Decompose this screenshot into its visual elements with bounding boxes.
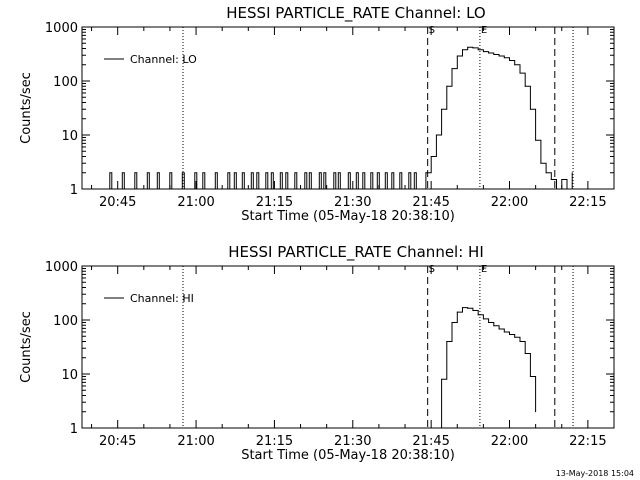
data-point	[482, 318, 484, 320]
data-point	[524, 353, 526, 354]
x-tick-label: 22:00	[491, 434, 528, 449]
x-tick-label: 21:45	[412, 434, 449, 449]
x-tick-label: 21:15	[256, 434, 293, 449]
data-point	[467, 46, 469, 48]
x-tick-label: 21:15	[256, 195, 293, 210]
chart-title: HESSI PARTICLE_RATE Channel: LO	[226, 4, 485, 23]
data-point	[441, 378, 443, 380]
x-tick-label: 21:30	[334, 434, 371, 449]
panel-hi: HESSI PARTICLE_RATE Channel: HI 1 10 100 100…	[19, 243, 615, 463]
y-tick-label: 1	[70, 183, 78, 198]
data-point	[524, 85, 526, 87]
data-point	[488, 322, 490, 323]
data-point	[477, 49, 479, 51]
data-point	[420, 188, 422, 190]
data-point	[561, 179, 563, 180]
plot-frame	[81, 26, 615, 190]
data-point	[540, 162, 542, 164]
data-point	[477, 314, 479, 316]
data-point	[514, 64, 516, 66]
data-point	[509, 334, 510, 335]
data-point	[571, 172, 573, 174]
y-tick-label: 1000	[45, 21, 78, 36]
data-point	[545, 172, 547, 174]
data-point	[435, 134, 437, 136]
data-point	[493, 325, 495, 327]
panel-lo: HESSI PARTICLE_RATE Channel: LO 1 10 100 100…	[19, 4, 615, 224]
legend-label: Channel: LO	[130, 53, 197, 66]
y-tick-label: 10	[61, 129, 78, 144]
data-point	[441, 108, 443, 110]
marker-label: S	[429, 25, 435, 36]
y-axis-label: Counts/sec	[19, 311, 34, 383]
data-point	[451, 322, 453, 323]
chart-title: HESSI PARTICLE_RATE Channel: HI	[228, 243, 484, 262]
data-point	[482, 51, 484, 53]
x-tick-label: 21:45	[412, 195, 449, 210]
data-point	[435, 427, 437, 429]
y-axis-label: Counts/sec	[19, 72, 34, 144]
x-tick-label: 21:00	[177, 195, 214, 210]
x-tick-label: 22:00	[491, 195, 528, 210]
data-point	[425, 172, 427, 174]
plot-frame	[81, 265, 615, 429]
data-point	[498, 328, 500, 330]
x-tick-label: 20:45	[99, 195, 136, 210]
x-tick-label: 21:30	[334, 195, 371, 210]
data-point	[467, 307, 469, 309]
data-point	[462, 49, 463, 51]
x-tick-label: 20:45	[99, 434, 136, 449]
data-point	[456, 55, 458, 57]
data-point	[446, 85, 448, 87]
y-tick-label: 100	[53, 75, 78, 90]
data-point	[566, 188, 568, 190]
data-point	[535, 139, 537, 141]
data-point	[472, 47, 474, 49]
y-tick-label: 1	[70, 422, 78, 437]
data-point	[498, 55, 500, 57]
data-point	[519, 341, 521, 342]
data-point	[503, 331, 505, 333]
legend-label: Channel: HI	[130, 292, 194, 305]
footer-timestamp: 13-May-2018 15:04	[555, 469, 634, 478]
marker-label: S	[429, 264, 435, 275]
data-point	[493, 54, 495, 55]
series-line	[420, 46, 573, 190]
y-tick-label: 1000	[45, 260, 78, 275]
data-point	[456, 311, 458, 313]
y-tick-label: 100	[53, 314, 78, 329]
data-point	[529, 376, 531, 377]
data-point	[462, 307, 463, 309]
marker-label: E	[481, 264, 487, 275]
data-point	[451, 68, 453, 70]
x-tick-label: 22:15	[569, 434, 606, 449]
x-axis-label: Start Time (05-May-18 20:38:10)	[241, 448, 455, 463]
x-tick-label: 22:15	[569, 195, 606, 210]
noise-floor-line	[107, 172, 421, 190]
y-tick-label: 10	[61, 368, 78, 383]
data-point	[514, 336, 516, 338]
series-line	[436, 307, 537, 429]
data-point	[503, 57, 505, 59]
data-point	[488, 52, 490, 54]
data-point	[509, 60, 510, 61]
marker-label: E	[481, 25, 487, 36]
data-point	[556, 188, 557, 190]
data-point	[446, 341, 448, 342]
x-axis-label: Start Time (05-May-18 20:38:10)	[241, 209, 455, 224]
data-point	[472, 310, 474, 311]
x-tick-label: 21:00	[177, 434, 214, 449]
data-point	[550, 179, 552, 180]
data-point	[535, 411, 537, 413]
data-point	[529, 108, 531, 110]
data-point	[430, 156, 432, 157]
data-point	[519, 72, 521, 74]
